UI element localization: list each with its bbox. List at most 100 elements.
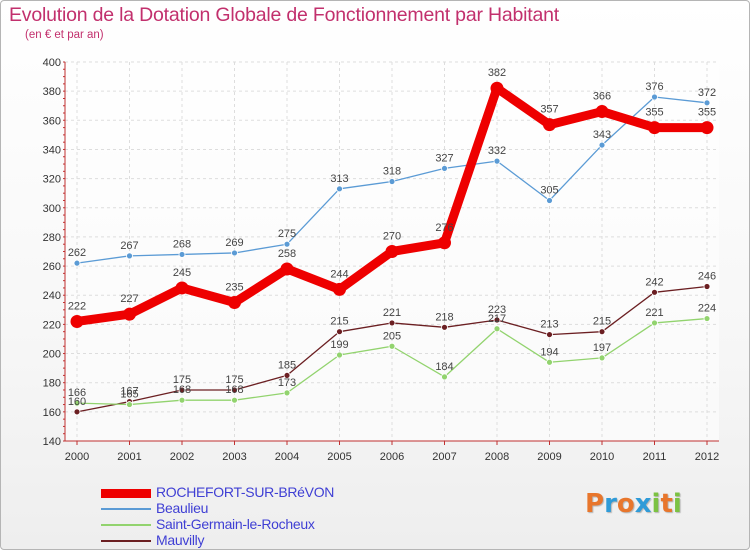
legend-swatch-0 <box>101 489 151 498</box>
data-label: 221 <box>383 307 401 319</box>
data-label: 327 <box>435 152 453 164</box>
data-label: 242 <box>645 276 663 288</box>
data-label: 343 <box>593 129 611 141</box>
data-label: 269 <box>225 237 243 249</box>
x-tick-label: 2000 <box>65 451 89 463</box>
series-point <box>73 259 81 267</box>
data-label: 332 <box>488 145 506 157</box>
data-label: 244 <box>330 268 348 280</box>
data-label: 258 <box>278 248 296 260</box>
data-label: 215 <box>330 316 348 328</box>
series-point <box>283 389 291 397</box>
data-label: 262 <box>68 247 86 259</box>
series-point <box>388 178 396 185</box>
legend-label-0: ROCHEFORT-SUR-BRéVON <box>156 484 335 500</box>
series-point <box>73 399 81 407</box>
data-label: 305 <box>540 184 558 196</box>
data-label: 270 <box>383 231 401 243</box>
legend-label-1: Beaulieu <box>156 500 209 516</box>
series-point <box>228 296 241 310</box>
data-label: 245 <box>173 267 191 279</box>
data-label: 355 <box>645 107 663 119</box>
legend-swatch-3 <box>101 540 151 542</box>
series-point <box>231 386 238 394</box>
series-point <box>336 328 343 336</box>
data-label: 276 <box>435 222 453 234</box>
data-label: 175 <box>225 374 243 386</box>
x-tick-label: 2006 <box>380 451 404 463</box>
data-label: 213 <box>540 319 558 331</box>
y-tick-label: 160 <box>43 407 61 419</box>
data-label: 185 <box>278 359 296 371</box>
series-point <box>438 236 451 250</box>
series-point <box>231 249 238 257</box>
series-point <box>546 331 553 338</box>
data-label: 205 <box>383 330 401 342</box>
legend-item: Mauvilly <box>101 532 421 549</box>
series-point <box>178 386 186 394</box>
x-tick-label: 2002 <box>170 451 194 463</box>
series-point <box>388 342 396 350</box>
data-labels: 160 167 175 175 185 215 221 218 223 213 215 242 246 1… <box>68 67 716 408</box>
x-tick-label: 2011 <box>643 451 667 463</box>
series-point <box>703 315 711 322</box>
series-point <box>126 401 133 408</box>
series-point <box>441 323 448 331</box>
series-point <box>73 408 81 416</box>
x-tick-label: 2004 <box>275 451 299 463</box>
legend-item: ROCHEFORT-SUR-BRéVON <box>101 484 421 501</box>
x-tick-label: 2010 <box>590 451 614 463</box>
data-label: 167 <box>120 386 138 398</box>
data-label: 184 <box>435 361 453 373</box>
data-label: 235 <box>225 282 243 294</box>
x-tick-label: 2012 <box>695 451 719 463</box>
series-point <box>490 81 504 95</box>
series-point <box>441 373 448 381</box>
data-label: 218 <box>435 311 453 323</box>
series-point <box>598 328 606 336</box>
series-point <box>283 372 291 379</box>
data-label: 221 <box>645 307 663 319</box>
chart-title: Evolution de la Dotation Globale de Fonc… <box>9 4 560 26</box>
y-tick-label: 140 <box>43 436 61 448</box>
series-point <box>493 316 501 324</box>
data-label: 382 <box>488 67 506 79</box>
data-label: 268 <box>173 238 191 250</box>
y-tick-label: 300 <box>43 203 61 215</box>
data-label: 224 <box>698 303 716 315</box>
data-label: 168 <box>225 384 243 396</box>
data-label: 222 <box>68 300 86 312</box>
data-label: 165 <box>120 389 138 401</box>
legend: ROCHEFORT-SUR-BRéVON Beaulieu Saint-Germ… <box>101 484 421 549</box>
legend-item: Beaulieu <box>101 500 421 517</box>
series-point <box>493 157 501 165</box>
series-point <box>333 282 346 296</box>
legend-swatch-1 <box>101 508 151 510</box>
y-tick-label: 380 <box>43 86 61 98</box>
data-label: 217 <box>488 313 506 325</box>
series-point <box>283 240 291 248</box>
legend-swatch-2 <box>101 524 151 526</box>
y-tick-label: 320 <box>43 174 61 186</box>
series-point <box>595 105 609 119</box>
series-point <box>703 283 711 290</box>
data-label: 173 <box>278 377 296 389</box>
legend-label-2: Saint-Germain-le-Rocheux <box>156 516 315 532</box>
data-label: 168 <box>173 384 191 396</box>
x-tick-label: 2005 <box>327 451 351 463</box>
x-tick-label: 2003 <box>222 451 246 463</box>
series-point <box>336 351 343 359</box>
series-point <box>598 141 606 149</box>
series-point <box>703 99 711 107</box>
series-point <box>546 197 553 204</box>
series-point <box>231 396 238 404</box>
series-point <box>441 165 448 172</box>
y-tick-label: 340 <box>43 144 61 156</box>
chart-subtitle: (en € et par an) <box>25 29 104 41</box>
axes: 140 160 180 200 220 240 260 280 300 320 340 360 380 4… <box>43 57 720 463</box>
series-point <box>336 185 343 193</box>
series-point <box>126 252 133 260</box>
y-tick-label: 220 <box>43 319 61 331</box>
